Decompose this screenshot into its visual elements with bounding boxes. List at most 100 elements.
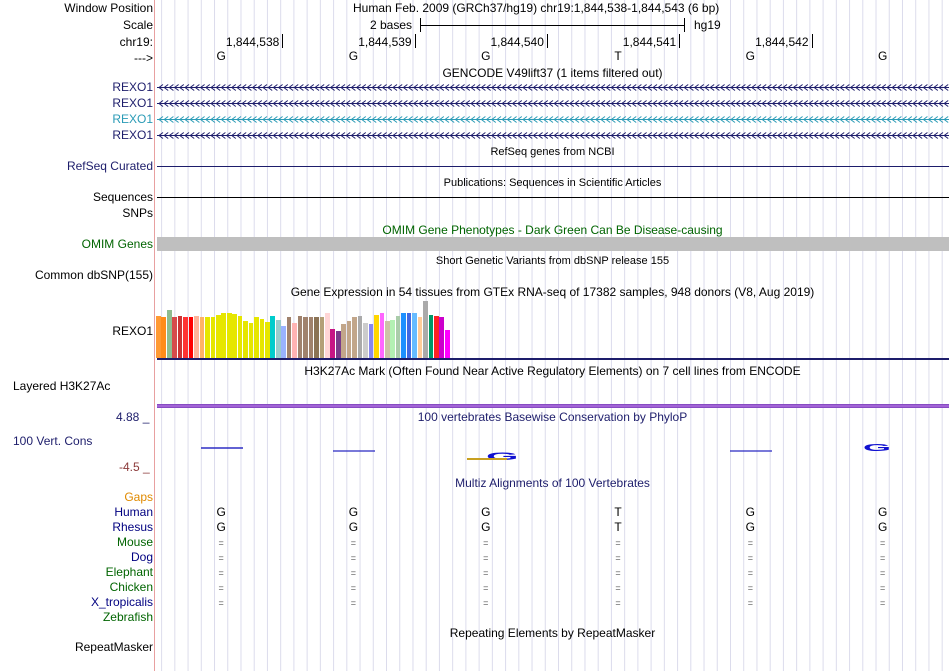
publications-track-line [157,197,949,198]
gtex-tissue-bar[interactable] [428,315,434,358]
gtex-tissue-bar[interactable] [275,320,281,358]
multiz-aligned-base: G [348,505,359,519]
multiz-aligned-base: = [880,598,886,608]
multiz-aligned-base: = [880,568,886,578]
reference-base: G [348,49,359,63]
gencode-transcript-label[interactable]: REXO1 [112,112,153,126]
gtex-tissue-bar[interactable] [390,320,396,358]
gtex-label[interactable]: REXO1 [112,324,153,338]
gtex-tissue-bar[interactable] [406,313,412,358]
refseq-label[interactable]: RefSeq Curated [66,159,153,173]
multiz-aligned-base: G [745,520,756,534]
multiz-species-label[interactable]: X_tropicalis [90,595,153,609]
gtex-tissue-bar[interactable] [292,323,297,358]
gtex-tissue-bar[interactable] [368,324,374,358]
gtex-tissue-bar[interactable] [183,317,188,358]
ruler-tick [282,34,284,48]
gtex-tissue-bar[interactable] [384,321,390,358]
conservation-label[interactable]: 100 Vert. Cons [13,434,93,448]
gtex-tissue-bar[interactable] [199,317,205,358]
gtex-tissue-bar[interactable] [346,321,352,358]
gtex-tissue-bar[interactable] [444,330,450,358]
multiz-species-label[interactable]: Zebrafish [102,610,153,624]
strand-label: ---> [134,51,153,65]
window-position-label: Window Position [64,1,153,15]
gencode-transcript-label[interactable]: REXO1 [112,80,153,94]
gtex-tissue-bar[interactable] [303,317,308,358]
gtex-tissue-bar[interactable] [188,317,194,358]
gtex-tissue-bar[interactable] [341,324,346,358]
gencode-transcript-intron[interactable] [157,99,949,108]
multiz-aligned-base: = [218,598,224,608]
gtex-tissue-bar[interactable] [210,317,216,358]
gtex-tissue-bar[interactable] [439,317,445,358]
gtex-tissue-bar[interactable] [363,323,368,358]
omim-feature-bar[interactable] [157,237,949,251]
gaps-label[interactable]: Gaps [124,490,153,504]
gtex-tissue-bar[interactable] [221,313,227,358]
multiz-aligned-base: = [615,568,621,578]
gtex-tissue-bar[interactable] [423,301,428,358]
gtex-tissue-bar[interactable] [166,310,172,358]
gtex-tissue-bar[interactable] [161,317,167,358]
gtex-tissue-bar[interactable] [314,317,319,358]
multiz-species-label[interactable]: Human [114,505,153,519]
multiz-aligned-base: G [481,505,491,519]
gtex-tissue-bar[interactable] [243,321,248,358]
gtex-tissue-bar[interactable] [352,317,357,358]
gtex-tissue-bar[interactable] [232,314,237,358]
dbsnp-label[interactable]: Common dbSNP(155) [34,268,153,282]
gtex-tissue-bar[interactable] [395,316,401,358]
snps-label[interactable]: SNPs [122,206,153,220]
gtex-tissue-bar[interactable] [357,316,363,358]
gtex-tissue-bar[interactable] [286,317,292,358]
conservation-ymin: -4.5 _ [119,460,150,474]
gtex-tissue-bar[interactable] [226,313,232,358]
gtex-tissue-bar[interactable] [172,317,177,358]
gtex-tissue-bar[interactable] [248,323,254,358]
gtex-tissue-bar[interactable] [254,317,259,358]
conservation-logos[interactable]: G G [155,436,950,466]
gtex-tissue-bar[interactable] [335,331,341,358]
gtex-tissue-bar[interactable] [156,316,161,358]
gtex-tissue-bar[interactable] [330,329,336,358]
gtex-tissue-bar[interactable] [379,313,385,358]
gtex-tissue-bar[interactable] [177,316,183,358]
gencode-transcript-intron[interactable] [157,83,949,92]
gencode-transcript-label[interactable]: REXO1 [112,128,153,142]
gtex-tissue-bar[interactable] [319,317,325,358]
gtex-tissue-bar[interactable] [205,317,210,358]
gtex-tissue-bar[interactable] [215,315,221,358]
refseq-track-title: RefSeq genes from NCBI [490,146,615,158]
gtex-tissue-bar[interactable] [259,319,265,358]
omim-label[interactable]: OMIM Genes [81,237,153,251]
gtex-tissue-bar[interactable] [265,322,270,358]
gtex-tissue-bar[interactable] [433,316,439,358]
gtex-tissue-bar[interactable] [412,313,417,358]
multiz-species-label[interactable]: Dog [130,550,153,564]
gtex-tissue-bar[interactable] [325,313,330,358]
gencode-transcript-intron[interactable] [157,131,949,140]
multiz-aligned-base: = [747,598,753,608]
gtex-tissue-bar[interactable] [297,316,303,358]
gtex-tissue-bar[interactable] [194,316,199,358]
gencode-track-title: GENCODE V49lift37 (1 items filtered out) [442,66,663,80]
gtex-tissue-bar[interactable] [237,316,243,358]
repeatmasker-label[interactable]: RepeatMasker [74,640,153,654]
multiz-species-label[interactable]: Mouse [116,535,153,549]
multiz-aligned-base: = [747,583,753,593]
gencode-transcript-intron[interactable] [157,115,949,124]
gtex-tissue-bar[interactable] [401,313,406,358]
gtex-tissue-bar[interactable] [417,317,423,358]
gencode-transcript-label[interactable]: REXO1 [112,96,153,110]
gtex-tissue-bar[interactable] [281,326,287,358]
h3k27ac-label[interactable]: Layered H3K27Ac [13,379,111,393]
h3k27ac-signal[interactable] [157,404,949,408]
gtex-tissue-bar[interactable] [308,317,314,358]
sequences-label[interactable]: Sequences [92,190,153,204]
multiz-species-label[interactable]: Elephant [105,565,153,579]
gtex-tissue-bar[interactable] [374,315,379,358]
multiz-species-label[interactable]: Chicken [109,580,153,594]
gtex-tissue-bar[interactable] [270,316,276,358]
multiz-species-label[interactable]: Rhesus [112,520,153,534]
